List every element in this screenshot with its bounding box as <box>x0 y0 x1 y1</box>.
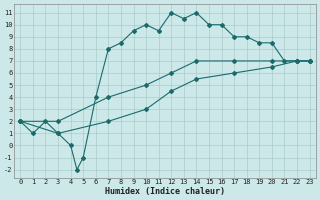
X-axis label: Humidex (Indice chaleur): Humidex (Indice chaleur) <box>105 187 225 196</box>
